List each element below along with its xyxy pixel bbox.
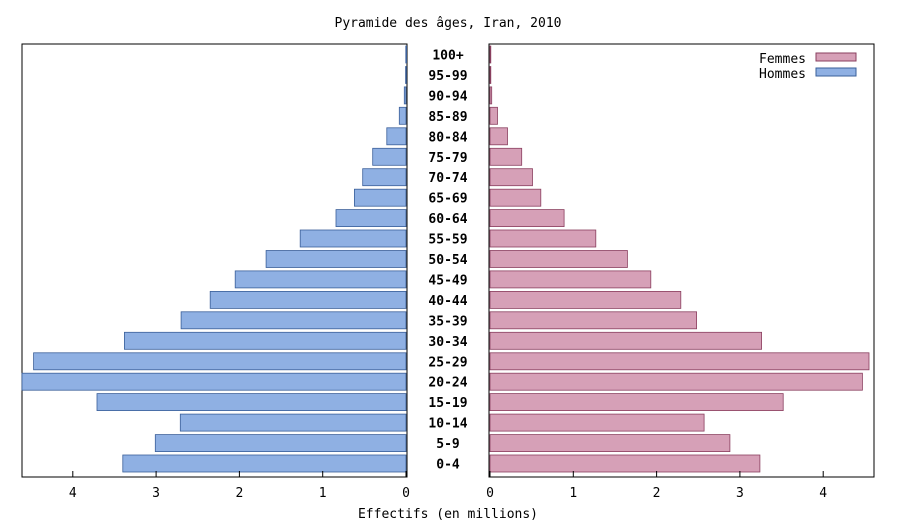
bar-femmes-95-99 xyxy=(489,66,492,84)
tick-label-right: 1 xyxy=(569,486,577,501)
bar-femmes-60-64 xyxy=(489,209,565,228)
bar-femmes-10-14 xyxy=(489,413,705,432)
legend-swatch-hommes xyxy=(815,67,857,77)
plot-frame-left xyxy=(21,43,408,478)
bar-hommes-50-54 xyxy=(265,250,407,268)
bar-femmes-30-34 xyxy=(489,331,763,350)
age-label: 65-69 xyxy=(428,192,467,207)
age-label: 100+ xyxy=(432,49,463,64)
age-label: 55-59 xyxy=(428,233,467,248)
age-label: 45-49 xyxy=(428,273,467,288)
age-label: 90-94 xyxy=(428,89,467,104)
legend-swatch-femmes xyxy=(815,52,857,62)
age-label: 20-24 xyxy=(428,376,467,391)
tick-label-left: 0 xyxy=(402,486,410,501)
age-label: 10-14 xyxy=(428,417,467,432)
bar-hommes-70-74 xyxy=(362,168,407,187)
plot-frame-right xyxy=(488,43,875,478)
age-label: 95-99 xyxy=(428,69,467,84)
bar-hommes-75-79 xyxy=(372,147,407,166)
female-bars xyxy=(489,45,870,473)
bar-femmes-35-39 xyxy=(489,311,698,330)
bar-hommes-10-14 xyxy=(179,413,407,432)
age-label: 70-74 xyxy=(428,171,467,186)
tick-label-right: 3 xyxy=(736,486,744,501)
age-label: 50-54 xyxy=(428,253,467,268)
age-label: 35-39 xyxy=(428,314,467,329)
age-label: 75-79 xyxy=(428,151,467,166)
age-label: 80-84 xyxy=(428,130,467,145)
male-bars xyxy=(21,45,407,473)
tick-label-right: 0 xyxy=(486,486,494,501)
bar-femmes-85-89 xyxy=(489,106,498,125)
bar-hommes-0-4 xyxy=(122,454,407,473)
bar-femmes-25-29 xyxy=(489,352,870,371)
legend-label-hommes: Hommes xyxy=(759,67,806,82)
tick-label-right: 4 xyxy=(819,486,827,501)
bar-hommes-60-64 xyxy=(335,209,407,228)
age-label: 5-9 xyxy=(436,437,459,452)
bar-femmes-100+ xyxy=(489,45,492,64)
bar-hommes-65-69 xyxy=(353,188,407,207)
tick-label-left: 3 xyxy=(152,486,160,501)
bar-hommes-90-94 xyxy=(403,86,407,105)
bar-femmes-70-74 xyxy=(489,168,533,187)
bar-femmes-50-54 xyxy=(489,250,628,268)
bar-hommes-30-34 xyxy=(124,331,407,350)
bar-hommes-85-89 xyxy=(398,106,407,125)
tick-label-right: 2 xyxy=(653,486,661,501)
bar-hommes-15-19 xyxy=(96,393,407,412)
bar-hommes-25-29 xyxy=(33,352,407,371)
bar-hommes-20-24 xyxy=(21,372,407,391)
age-label: 85-89 xyxy=(428,110,467,125)
bar-hommes-40-44 xyxy=(209,290,407,309)
bar-femmes-20-24 xyxy=(489,372,863,391)
age-label: 60-64 xyxy=(428,212,467,227)
age-label: 15-19 xyxy=(428,396,467,411)
age-group-labels: 0-4 5-9 10-14 15-19 20-24 25-29 30-34 35-39 40-4… xyxy=(428,49,467,473)
bar-femmes-40-44 xyxy=(489,290,682,309)
age-label: 25-29 xyxy=(428,355,467,370)
bar-femmes-0-4 xyxy=(489,454,761,473)
tick-label-left: 2 xyxy=(235,486,243,501)
x-axis-label: Effectifs (en millions) xyxy=(358,507,538,522)
age-label: 0-4 xyxy=(436,458,460,473)
age-label: 40-44 xyxy=(428,294,467,309)
bar-femmes-55-59 xyxy=(489,229,597,248)
bar-hommes-35-39 xyxy=(180,311,407,330)
bar-hommes-95-99 xyxy=(405,66,407,84)
bar-femmes-65-69 xyxy=(489,188,542,207)
bar-femmes-90-94 xyxy=(489,86,493,105)
chart-title: Pyramide des âges, Iran, 2010 xyxy=(335,16,562,31)
bar-femmes-75-79 xyxy=(489,147,523,166)
x-axis-ticks: 0 0 1 1 2 2 3 3 4 4 xyxy=(69,471,827,501)
bar-hommes-55-59 xyxy=(299,229,407,248)
bar-femmes-5-9 xyxy=(489,434,731,453)
bar-hommes-5-9 xyxy=(154,434,407,453)
bar-femmes-45-49 xyxy=(489,270,652,289)
tick-label-left: 1 xyxy=(319,486,327,501)
tick-label-left: 4 xyxy=(69,486,77,501)
bar-hommes-45-49 xyxy=(234,270,407,289)
legend-label-femmes: Femmes xyxy=(759,52,806,67)
age-label: 30-34 xyxy=(428,335,467,350)
bar-hommes-80-84 xyxy=(386,127,407,146)
bar-hommes-100+ xyxy=(405,45,407,64)
bar-femmes-15-19 xyxy=(489,393,784,412)
bar-femmes-80-84 xyxy=(489,127,508,146)
